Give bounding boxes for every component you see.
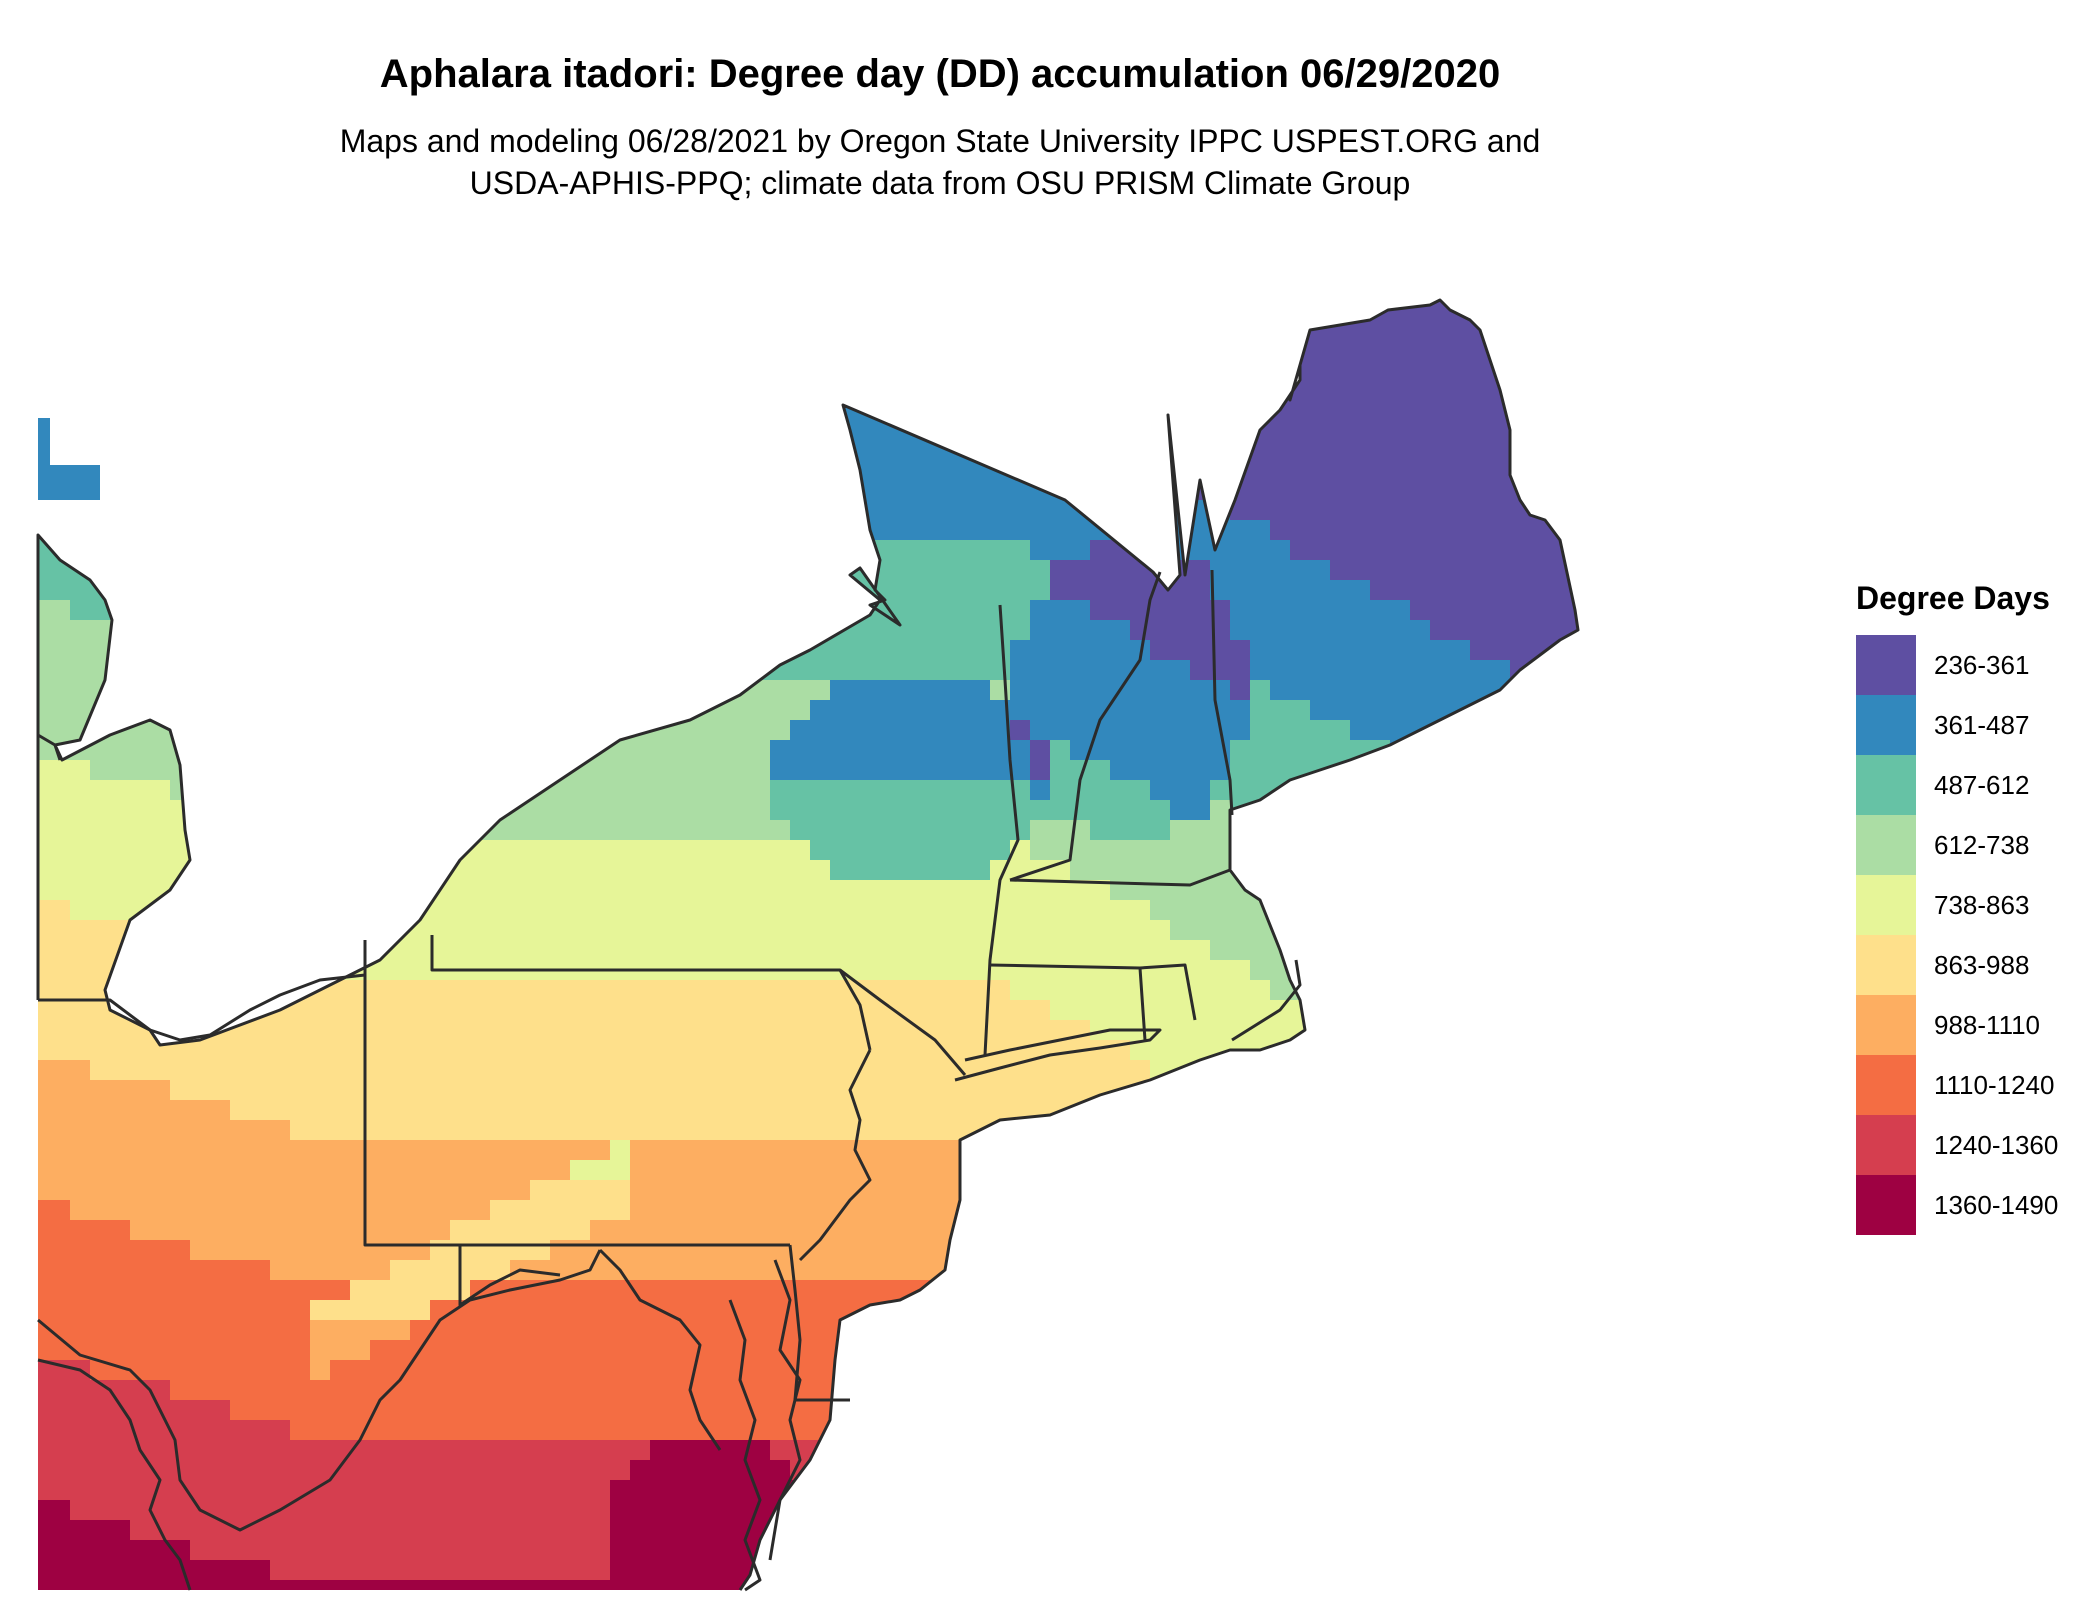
legend-label: 236-361	[1934, 649, 2030, 680]
legend-item: 1360-1490	[1856, 1175, 2058, 1235]
wv-va-border	[458, 1245, 561, 1307]
ma-northern-border	[1009, 868, 1231, 887]
legend-label: 1110-1240	[1934, 1069, 2055, 1100]
legend-item: 236-361	[1856, 635, 2058, 695]
coastline-outline	[36, 298, 1580, 1591]
ri-border	[1139, 963, 1197, 1021]
legend-swatch	[1856, 755, 1916, 815]
md-va-border	[598, 1248, 722, 1451]
legend-label: 1360-1490	[1934, 1189, 2059, 1220]
michigan-thumb-coast	[37, 733, 62, 761]
legend-swatch	[1856, 815, 1916, 875]
legend-item: 988-1110	[1856, 995, 2058, 1055]
pa-nj-border	[798, 1049, 872, 1262]
legend-swatch	[1856, 695, 1916, 755]
legend-label: 738-863	[1934, 889, 2030, 920]
legend-item: 612-738	[1856, 815, 2058, 875]
legend-item: 361-487	[1856, 695, 2058, 755]
wv-border	[37, 1249, 602, 1532]
delmarva-shore	[768, 1259, 802, 1561]
state-borders	[36, 298, 1580, 1592]
pa-southern-border	[363, 940, 790, 1247]
degree-days-legend: Degree Days 236-361 361-487 487-612 612-738…	[1856, 580, 2058, 1235]
long-island-shore	[954, 1028, 1162, 1082]
degree-day-map	[36, 298, 1580, 1592]
legend-swatch	[1856, 935, 1916, 995]
michigan-upper-peninsula	[38, 418, 100, 500]
nh-maine-border	[1210, 569, 1234, 816]
legend-label: 612-738	[1934, 829, 2030, 860]
vt-nh-border	[1009, 571, 1162, 882]
md-de-border	[788, 1244, 802, 1401]
ohio-border	[38, 973, 366, 1042]
map-subtitle: Maps and modeling 06/28/2021 by Oregon S…	[0, 120, 1880, 204]
legend-swatch	[1856, 875, 1916, 935]
subtitle-line-1: Maps and modeling 06/28/2021 by Oregon S…	[339, 123, 1541, 159]
legend-label: 1240-1360	[1934, 1129, 2059, 1160]
legend-label: 863-988	[1934, 949, 2030, 980]
ny-nj-border	[839, 968, 967, 1076]
ky-va-border	[37, 1358, 192, 1591]
legend-swatch	[1856, 995, 1916, 1055]
cape-cod	[1231, 959, 1302, 1042]
chesapeake-bay-shore	[728, 1299, 762, 1592]
legend-item: 487-612	[1856, 755, 2058, 815]
legend-label: 988-1110	[1934, 1009, 2041, 1040]
map-title: Aphalara itadori: Degree day (DD) accumu…	[379, 52, 1501, 96]
legend-item: 738-863	[1856, 875, 2058, 935]
legend-label: 487-612	[1934, 769, 2030, 800]
legend-title: Degree Days	[1856, 580, 2050, 616]
degree-day-raster	[38, 300, 1578, 1590]
subtitle-line-2: USDA-APHIS-PPQ; climate data from OSU PR…	[469, 165, 1411, 201]
legend-label: 361-487	[1934, 709, 2030, 740]
legend-items: 236-361 361-487 487-612 612-738 738-863 863-9…	[1856, 635, 2058, 1235]
legend-swatch	[1856, 1115, 1916, 1175]
legend-item: 863-988	[1856, 935, 2058, 995]
legend-item: 1110-1240	[1856, 1055, 2058, 1115]
legend-swatch	[1856, 1175, 1916, 1235]
legend-swatch	[1856, 635, 1916, 695]
legend-swatch	[1856, 1055, 1916, 1115]
legend-item: 1240-1360	[1856, 1115, 2058, 1175]
ny-new-england-border	[983, 604, 1020, 1056]
